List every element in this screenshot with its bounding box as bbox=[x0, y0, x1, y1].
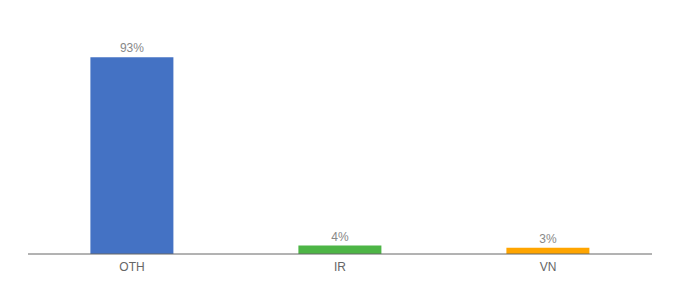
svg-text:4%: 4% bbox=[331, 230, 349, 244]
svg-text:VN: VN bbox=[540, 260, 557, 274]
svg-text:OTH: OTH bbox=[119, 260, 144, 274]
svg-text:IR: IR bbox=[334, 260, 346, 274]
svg-text:3%: 3% bbox=[539, 232, 557, 246]
svg-text:93%: 93% bbox=[120, 41, 144, 55]
